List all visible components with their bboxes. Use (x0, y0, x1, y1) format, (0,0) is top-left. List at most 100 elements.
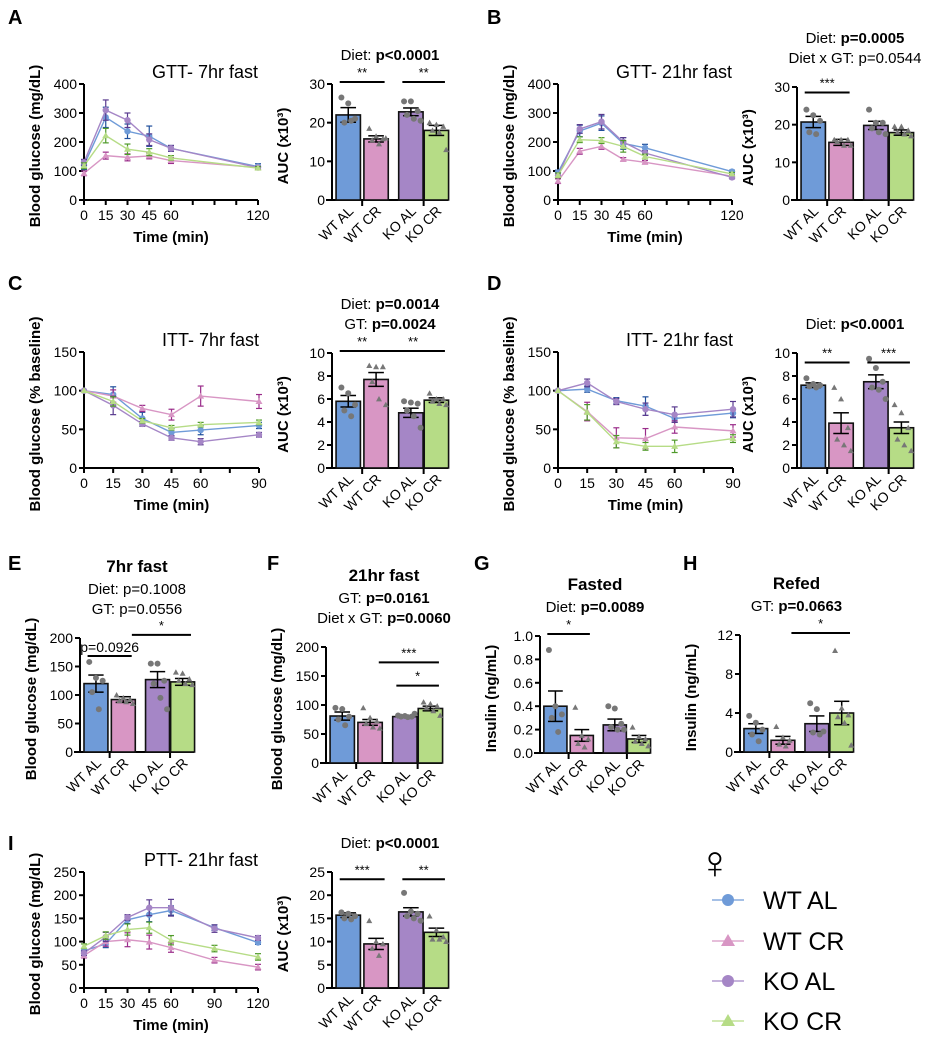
individual-point (443, 401, 450, 408)
y-tick-label: 4 (317, 414, 325, 430)
stat-prefix: Diet x GT: (789, 50, 859, 67)
individual-point (348, 916, 355, 923)
individual-point (338, 384, 345, 391)
data-point (109, 397, 117, 404)
data-point (642, 406, 649, 413)
individual-point (443, 146, 450, 153)
x-tick-label: 0 (554, 475, 562, 491)
y-axis-label: Blood glucose (mg/dL) (27, 65, 44, 228)
individual-point (608, 724, 615, 731)
individual-point (426, 390, 433, 396)
x-tick-label: 0 (80, 475, 88, 491)
y-axis-label: AUC (x10³) (275, 896, 292, 973)
data-point (124, 926, 131, 933)
individual-point (585, 735, 592, 742)
individual-point (629, 724, 636, 730)
individual-point (786, 737, 793, 743)
data-point (168, 429, 175, 436)
y-tick-label: 1.0 (514, 628, 534, 644)
individual-point (749, 731, 756, 738)
panel-label-f: F (267, 553, 279, 575)
individual-point (841, 719, 848, 726)
individual-point (773, 723, 780, 730)
data-point (729, 435, 737, 442)
stat-prefix: Diet: (806, 30, 841, 47)
individual-point (847, 447, 854, 454)
legend-marker-triangle (721, 934, 735, 946)
data-point (102, 106, 109, 114)
data-point (254, 939, 262, 946)
y-tick-label: 0 (725, 744, 733, 760)
stat-pvalue: p=0.0663 (778, 598, 842, 615)
x-axis-label: Time (min) (134, 497, 210, 514)
individual-point (379, 940, 386, 947)
data-point (598, 142, 605, 149)
y-tick-label: 50 (535, 421, 551, 437)
y-tick-label: 4 (725, 705, 733, 721)
individual-point (179, 670, 186, 676)
y-tick-label: 300 (54, 105, 78, 121)
individual-point (807, 700, 814, 707)
individual-point (443, 938, 450, 944)
data-point (124, 153, 131, 160)
series-ko-al (80, 898, 262, 957)
individual-point (813, 384, 820, 391)
stat-annotation: Diet: p=0.0005 (806, 30, 905, 47)
bar-wt-al (800, 384, 827, 469)
individual-point (346, 713, 353, 720)
individual-point (866, 106, 873, 113)
individual-point (614, 726, 621, 733)
individual-point (832, 647, 839, 653)
bar-wt-al (329, 715, 356, 764)
individual-point (578, 732, 585, 738)
data-point (146, 136, 153, 143)
individual-point (403, 111, 410, 118)
individual-point (905, 127, 912, 133)
bar-ko-cr (888, 131, 915, 201)
stat-prefix: GT: (338, 590, 366, 607)
legend-label: WT CR (763, 928, 844, 956)
individual-point (186, 676, 193, 682)
individual-point (86, 658, 93, 665)
individual-point (632, 738, 639, 744)
data-point (554, 171, 562, 178)
individual-point (335, 716, 342, 723)
data-point (211, 945, 218, 952)
bar-ko-al (397, 411, 424, 469)
individual-point (779, 734, 786, 740)
bar-ko-cr (423, 931, 450, 989)
individual-point (868, 125, 875, 132)
data-point (167, 944, 175, 951)
chart-title: ITT- 21hr fast (626, 330, 733, 350)
y-tick-label: 0 (65, 744, 73, 760)
data-point (641, 153, 649, 159)
y-tick-label: 200 (54, 134, 78, 150)
data-point (145, 148, 153, 155)
x-tick-label: 90 (207, 995, 223, 1011)
panel-label-i: I (8, 833, 14, 855)
axes: 0 50 100 150 Blood glucose (% baseline) 0 15 30… (501, 316, 741, 514)
individual-point (755, 738, 762, 745)
x-tick-label: 90 (251, 475, 267, 491)
y-tick-label: 0.0 (514, 745, 534, 761)
bar-ko-al (862, 380, 889, 469)
series-ko-cr (554, 136, 736, 179)
data-point (145, 938, 153, 945)
data-point (583, 379, 591, 387)
y-tick-label: 0 (69, 460, 77, 476)
y-tick-label: 200 (54, 887, 78, 903)
y-tick-label: 150 (50, 659, 74, 675)
individual-point (342, 722, 349, 729)
legend-label: KO AL (763, 968, 835, 996)
individual-point (898, 409, 905, 416)
y-tick-label: 0 (782, 460, 790, 476)
axes: 0 50 100 150 Blood glucose (% baseline) 0 15 30… (27, 316, 267, 514)
bar-ko-cr (169, 681, 196, 753)
stat-pvalue: p=0.0024 (372, 316, 436, 333)
individual-point (373, 938, 380, 944)
data-point (197, 392, 205, 399)
x-tick-label: 45 (615, 207, 631, 223)
individual-point (848, 742, 855, 748)
